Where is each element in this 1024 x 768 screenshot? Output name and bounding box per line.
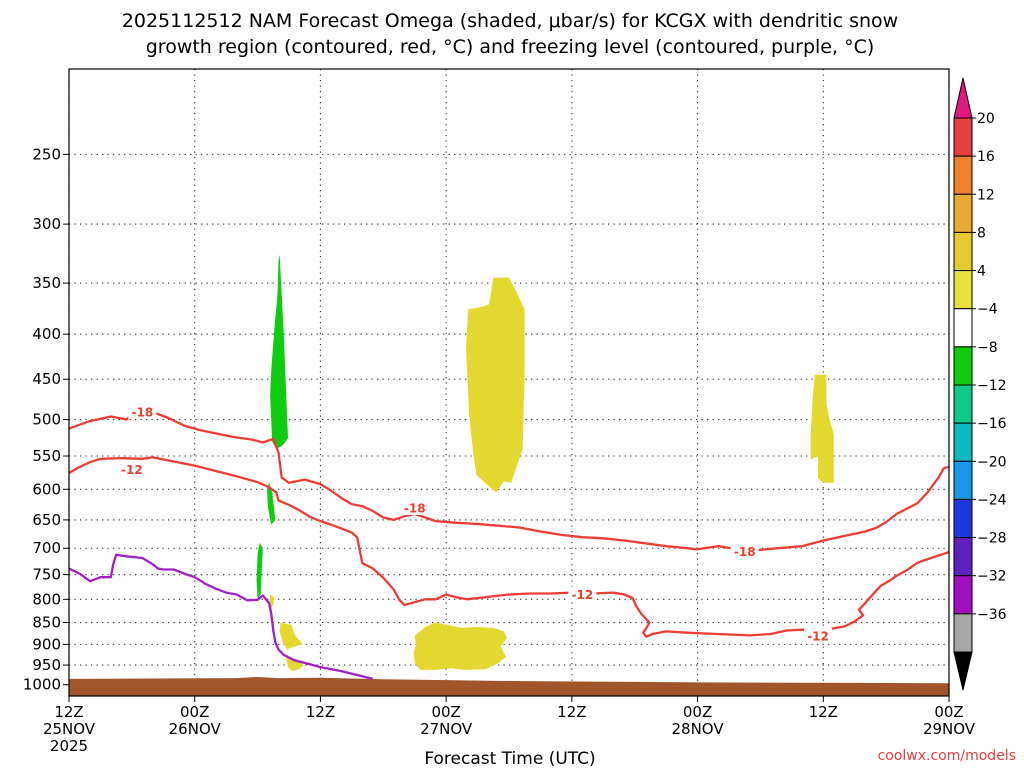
colorbar-swatch-8 [953,422,973,462]
x-tick-label-5-1: 28NOV [672,720,725,738]
contour-label-1: -12 [121,463,143,477]
source-url: coolwx.com/models [878,748,1016,764]
contour-layer: -18 -12 -18 -12 -18 -12 [69,403,949,681]
y-tick-label-700: 700 [32,539,61,557]
colorbar-swatch-1 [953,155,973,195]
shaded-region-yellow-omega-3 [285,656,304,672]
x-tick-label-4-0: 12Z [557,703,586,721]
shaded-region-yellow-omega-4 [466,277,525,493]
colorbar-swatch-0 [953,117,973,157]
colorbar-label-8: −16 [977,416,1007,432]
colorbar-swatch-2 [953,193,973,233]
colorbar-swatch-5 [953,308,973,348]
colorbar-swatch-13 [953,613,973,653]
colorbar-swatch-6 [953,346,973,386]
contour-label-4: -18 [734,545,756,559]
shaded-region-yellow-omega-2 [279,622,303,650]
x-tick-label-5-0: 00Z [683,703,712,721]
colorbar: 20 16 12 8 4 −4 −8 −12 −16 −20 −24 −28 −32 −36 [953,77,1007,691]
x-tick-label-6-0: 12Z [809,703,838,721]
colorbar-label-0: 20 [977,111,995,127]
contour-line-0 [69,409,949,552]
x-tick-label-7-1: 29NOV [923,720,976,738]
colorbar-bottom-arrow [953,651,973,691]
colorbar-top-arrow [953,77,973,119]
y-tick-label-850: 850 [32,614,61,632]
shaded-region-green-omega-upper [270,254,288,449]
colorbar-swatch-4 [953,270,973,310]
x-tick-label-3-0: 00Z [431,703,460,721]
chart-title-line-2: growth region (contoured, red, °C) and f… [146,36,875,58]
contour-label-3: -12 [571,588,593,602]
y-tick-label-350: 350 [32,274,61,292]
y-tick-label-600: 600 [32,480,61,498]
y-tick-label-650: 650 [32,511,61,529]
colorbar-swatch-11 [953,537,973,577]
colorbar-swatch-10 [953,498,973,539]
contour-label-bg-2 [400,499,429,515]
colorbar-label-3: 8 [977,225,986,241]
colorbar-label-11: −28 [977,531,1007,547]
colorbar-label-12: −32 [977,569,1007,585]
y-tick-label-550: 550 [32,447,61,465]
contour-label-0: -18 [131,405,153,419]
colorbar-label-6: −8 [977,340,998,356]
y-tick-label-450: 450 [32,370,61,388]
y-tick-label-400: 400 [32,325,61,343]
shaded-region-yellow-omega-5 [810,374,834,483]
x-tick-label-0-2: 2025 [50,737,88,755]
shaded-region-yellow-omega-6 [413,622,507,670]
plot-area: -18 -12 -18 -12 -18 -12 [68,68,950,697]
x-tick-label-3-1: 27NOV [420,720,473,738]
colorbar-label-1: 16 [977,149,995,165]
y-axis-ticks: 250 300 350 400 450 500 550 600 650 700 750 800 850 9… [23,145,69,694]
colorbar-label-7: −12 [977,378,1007,394]
contour-label-2: -18 [404,501,426,515]
colorbar-swatch-9 [953,460,973,500]
x-tick-label-0-1: 25NOV [43,720,96,738]
x-tick-label-1-0: 00Z [180,703,209,721]
contour-label-bg-1 [117,461,146,477]
contour-label-bg-4 [730,543,759,559]
x-tick-label-2-0: 12Z [306,703,335,721]
y-tick-label-500: 500 [32,411,61,429]
y-tick-label-950: 950 [32,656,61,674]
y-tick-label-750: 750 [32,566,61,584]
chart-title-line-1: 2025112512 NAM Forecast Omega (shaded, μ… [122,10,898,32]
x-tick-label-0-0: 12Z [54,703,83,721]
y-tick-label-1000: 1000 [23,676,61,694]
contour-label-bg-0 [128,403,157,419]
ground-fill [69,677,949,696]
x-tick-label-7-0: 00Z [934,703,963,721]
colorbar-label-5: −4 [977,302,998,318]
colorbar-label-4: 4 [977,264,986,280]
plot-frame [68,68,950,697]
contour-label-5: -12 [807,629,829,643]
contour-label-bg-3 [568,586,597,602]
y-tick-label-300: 300 [32,215,61,233]
shaded-region-green-omega-low [256,542,263,600]
x-tick-label-1-1: 26NOV [169,720,222,738]
y-tick-label-800: 800 [32,590,61,608]
contour-label-bg-5 [804,627,833,643]
x-axis-label: Forecast Time (UTC) [424,749,595,768]
shading-layer [69,254,949,696]
y-tick-label-250: 250 [32,145,61,163]
colorbar-label-10: −24 [977,492,1007,508]
colorbar-label-2: 12 [977,187,995,203]
colorbar-swatch-3 [953,231,973,272]
contour-line-2 [69,553,374,681]
colorbar-swatch-7 [953,384,973,424]
contour-line-1 [69,456,949,638]
colorbar-swatch-12 [953,575,973,615]
colorbar-label-13: −36 [977,607,1007,623]
colorbar-label-9: −20 [977,454,1007,470]
y-tick-label-900: 900 [32,635,61,653]
shaded-region-green-omega-mid [267,482,276,525]
